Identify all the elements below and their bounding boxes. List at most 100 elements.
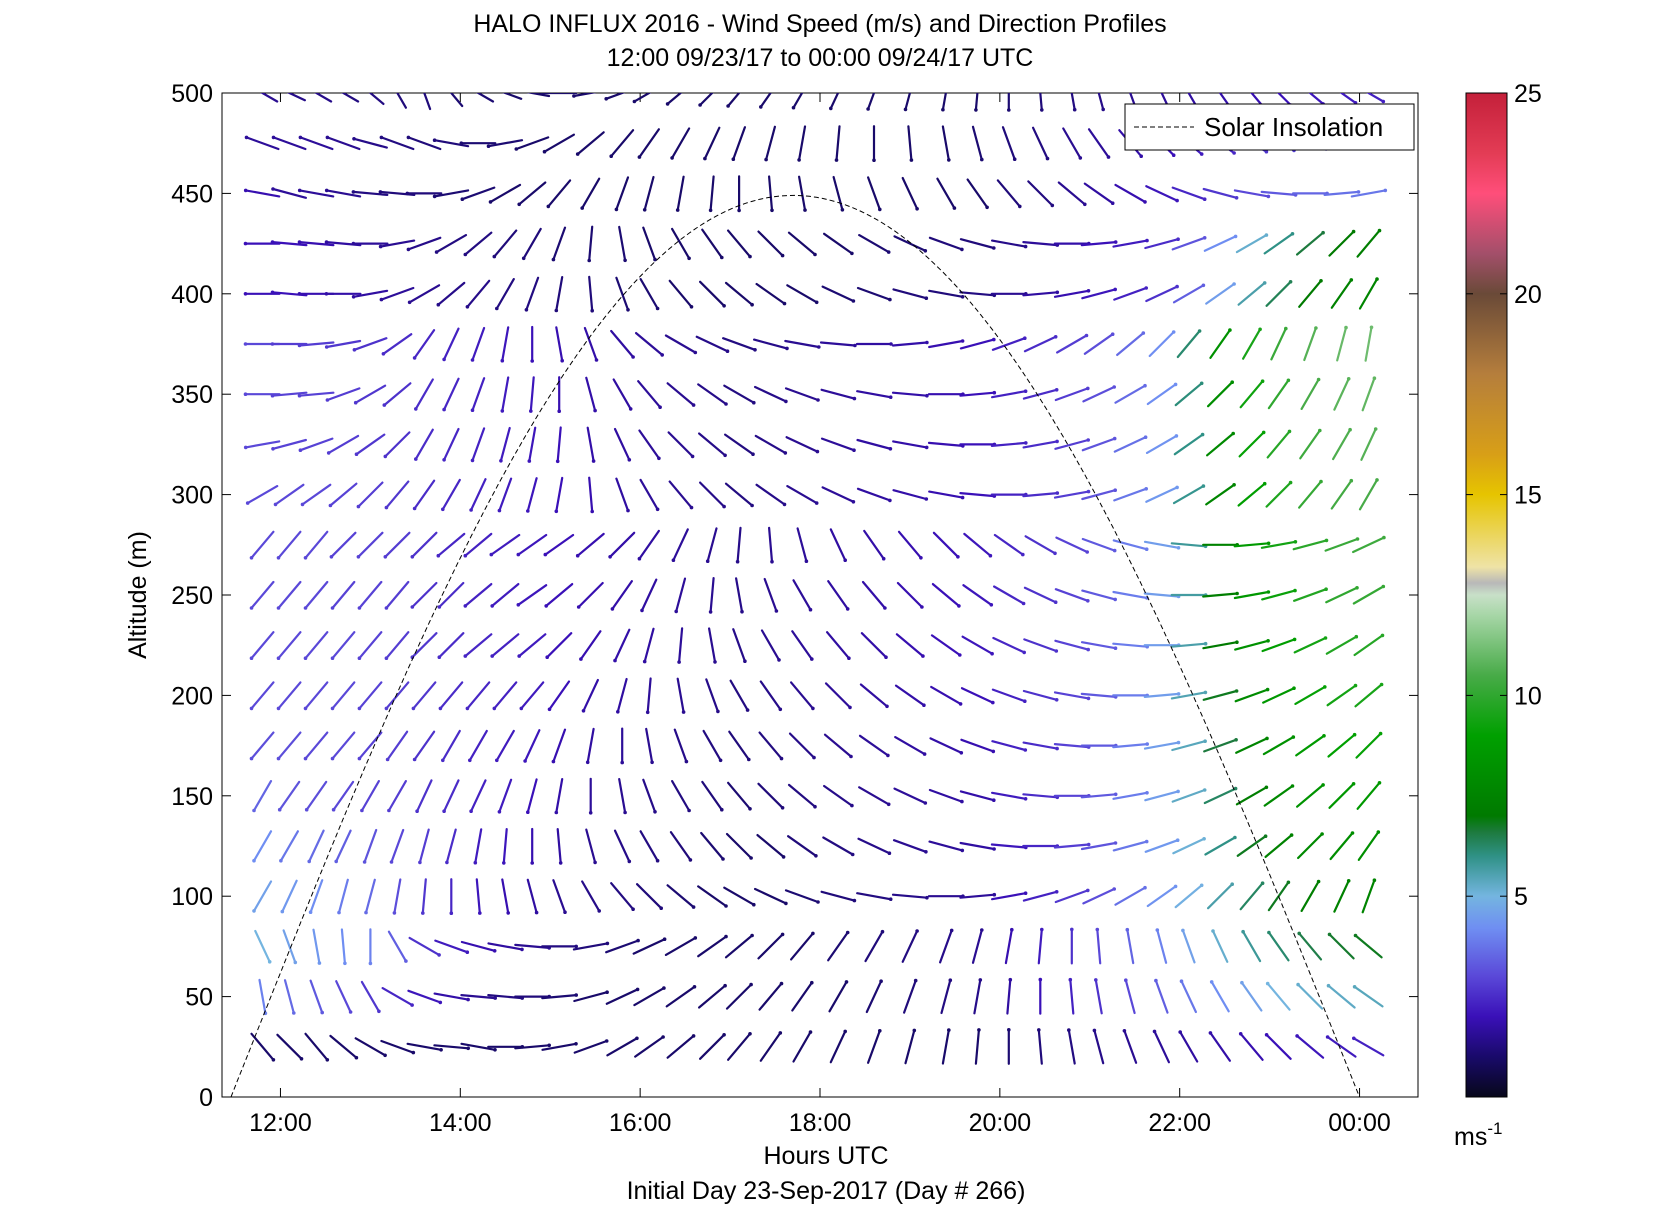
wind-vector: [280, 879, 298, 914]
wind-vector-shaft: [1326, 1035, 1357, 1058]
wind-vector-shaft: [491, 582, 520, 608]
wind-vector-head: [384, 706, 389, 711]
wind-vector-shaft: [1292, 588, 1328, 602]
wind-vector-head: [308, 910, 313, 914]
wind-vector-head: [243, 392, 248, 397]
wind-vector-shaft: [495, 729, 515, 762]
wind-vector: [669, 830, 693, 862]
wind-vector: [788, 732, 816, 760]
wind-vector: [823, 733, 853, 759]
wind-vector-head: [718, 758, 723, 763]
wind-vector-head: [1260, 881, 1265, 885]
wind-vector-shaft: [1001, 126, 1016, 161]
wind-vector-shaft: [1327, 984, 1356, 1009]
wind-vector-head: [1181, 928, 1185, 933]
wind-vector-head: [743, 659, 747, 663]
wind-vector-shaft: [996, 179, 1021, 208]
wind-vector: [460, 1042, 497, 1052]
wind-vector: [728, 730, 751, 762]
colorbar-tick-label: 20: [1514, 281, 1542, 309]
wind-vector: [697, 432, 727, 458]
wind-vector: [668, 480, 694, 510]
wind-vector-head: [1086, 289, 1091, 293]
wind-vector-shaft: [1082, 385, 1116, 403]
wind-vector: [701, 780, 724, 812]
colorbar-unit-exponent: -1: [1487, 1119, 1502, 1138]
wind-vector: [670, 127, 691, 160]
wind-vector-shaft: [764, 125, 777, 161]
wind-vector-shaft: [585, 828, 597, 864]
wind-vector-head: [1203, 690, 1208, 695]
wind-vector: [639, 278, 660, 311]
wind-vector-shaft: [893, 235, 927, 252]
wind-vector-shaft: [858, 734, 890, 757]
wind-vector-shaft: [1062, 127, 1082, 159]
wind-vector: [1203, 738, 1238, 753]
wind-vector-head: [888, 395, 893, 400]
wind-vector-shaft: [1239, 882, 1264, 911]
wind-vector-head: [779, 981, 784, 986]
y-tick-label: 500: [171, 80, 213, 108]
wind-vector-head: [759, 105, 763, 109]
wind-vector: [1233, 590, 1271, 600]
wind-vector-head: [783, 451, 788, 455]
wind-vector-shaft: [1206, 381, 1234, 408]
wind-vector: [604, 93, 626, 101]
wind-vector-head: [747, 757, 751, 762]
wind-vector-head: [406, 247, 411, 252]
wind-vector-shaft: [501, 326, 510, 362]
wind-vector-head: [1264, 233, 1269, 237]
wind-vector-head: [1171, 153, 1176, 157]
wind-vector: [254, 929, 272, 964]
wind-vector-head: [575, 152, 580, 156]
wind-vector-head: [576, 605, 581, 609]
wind-vector: [421, 878, 427, 915]
wind-vector-head: [850, 251, 854, 256]
wind-vector-shaft: [330, 531, 357, 558]
wind-vector: [554, 276, 564, 313]
wind-vector-shaft: [726, 229, 752, 258]
wind-vector: [1039, 93, 1044, 112]
wind-vector: [243, 440, 281, 450]
wind-vector: [974, 93, 979, 112]
wind-vector: [581, 678, 600, 713]
x-axis: 12:00 14:00 16:00 18:00 20:00 22:00 00:00: [249, 93, 1391, 1137]
wind-vector: [725, 832, 753, 860]
wind-vector: [638, 429, 661, 461]
wind-vector: [928, 289, 965, 299]
wind-vector-head: [650, 760, 654, 765]
x-tick-label: 12:00: [249, 1109, 312, 1137]
wind-vector-shaft: [930, 685, 962, 706]
wind-vector-shaft: [581, 177, 601, 210]
wind-vector-head: [1122, 1029, 1127, 1033]
wind-vector: [410, 531, 438, 559]
wind-vector-head: [324, 292, 329, 296]
wind-vector-shaft: [1292, 539, 1328, 551]
wind-vector: [1209, 328, 1232, 359]
wind-vector-shaft: [1171, 788, 1206, 803]
wind-vector-shaft: [902, 979, 917, 1014]
wind-vector: [892, 288, 929, 301]
wind-vector-head: [1143, 435, 1148, 440]
wind-vector-head: [414, 407, 418, 411]
wind-vector-head: [708, 610, 713, 614]
wind-vector-shaft: [1299, 429, 1321, 460]
wind-vector-head: [814, 854, 818, 858]
wind-vector: [1080, 841, 1118, 851]
wind-vector: [551, 226, 567, 262]
wind-vector-shaft: [891, 341, 929, 347]
wind-vector-shaft: [829, 528, 847, 562]
wind-vector-shaft: [250, 1032, 275, 1061]
wind-vector-shaft: [363, 828, 378, 864]
y-tick-label: 200: [171, 682, 213, 710]
wind-vector-shaft: [759, 1031, 782, 1062]
wind-vector-head: [784, 901, 788, 906]
wind-vector-shaft: [930, 634, 961, 657]
wind-vector: [726, 781, 752, 811]
wind-vector-head: [325, 135, 330, 140]
wind-vector-shaft: [633, 93, 652, 103]
wind-vector-shaft: [298, 189, 335, 198]
wind-vector: [990, 441, 1028, 447]
wind-vector: [277, 780, 301, 812]
